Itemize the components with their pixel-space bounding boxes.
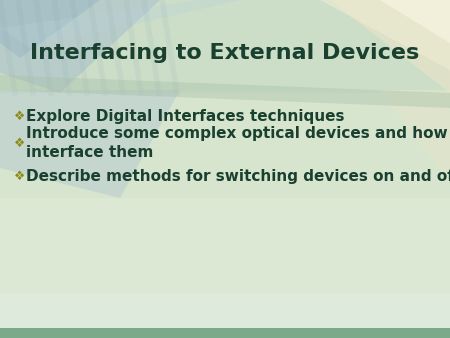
Polygon shape <box>0 0 240 48</box>
Text: ❖: ❖ <box>14 137 25 149</box>
Polygon shape <box>0 0 160 93</box>
Bar <box>0 90 450 198</box>
Polygon shape <box>320 0 450 70</box>
Polygon shape <box>380 0 450 43</box>
Text: Introduce some complex optical devices and how to
interface them: Introduce some complex optical devices a… <box>26 126 450 160</box>
Polygon shape <box>280 90 450 183</box>
Bar <box>0 328 450 338</box>
Text: Interfacing to External Devices: Interfacing to External Devices <box>30 43 419 63</box>
Bar <box>0 0 450 93</box>
Text: Describe methods for switching devices on and off: Describe methods for switching devices o… <box>26 169 450 184</box>
Polygon shape <box>0 90 180 198</box>
Text: Explore Digital Interfaces techniques: Explore Digital Interfaces techniques <box>26 108 345 123</box>
Text: ❖: ❖ <box>14 169 25 183</box>
Bar <box>0 293 450 328</box>
Text: ❖: ❖ <box>14 110 25 122</box>
Polygon shape <box>0 0 100 58</box>
Polygon shape <box>0 75 450 108</box>
Polygon shape <box>250 0 450 93</box>
